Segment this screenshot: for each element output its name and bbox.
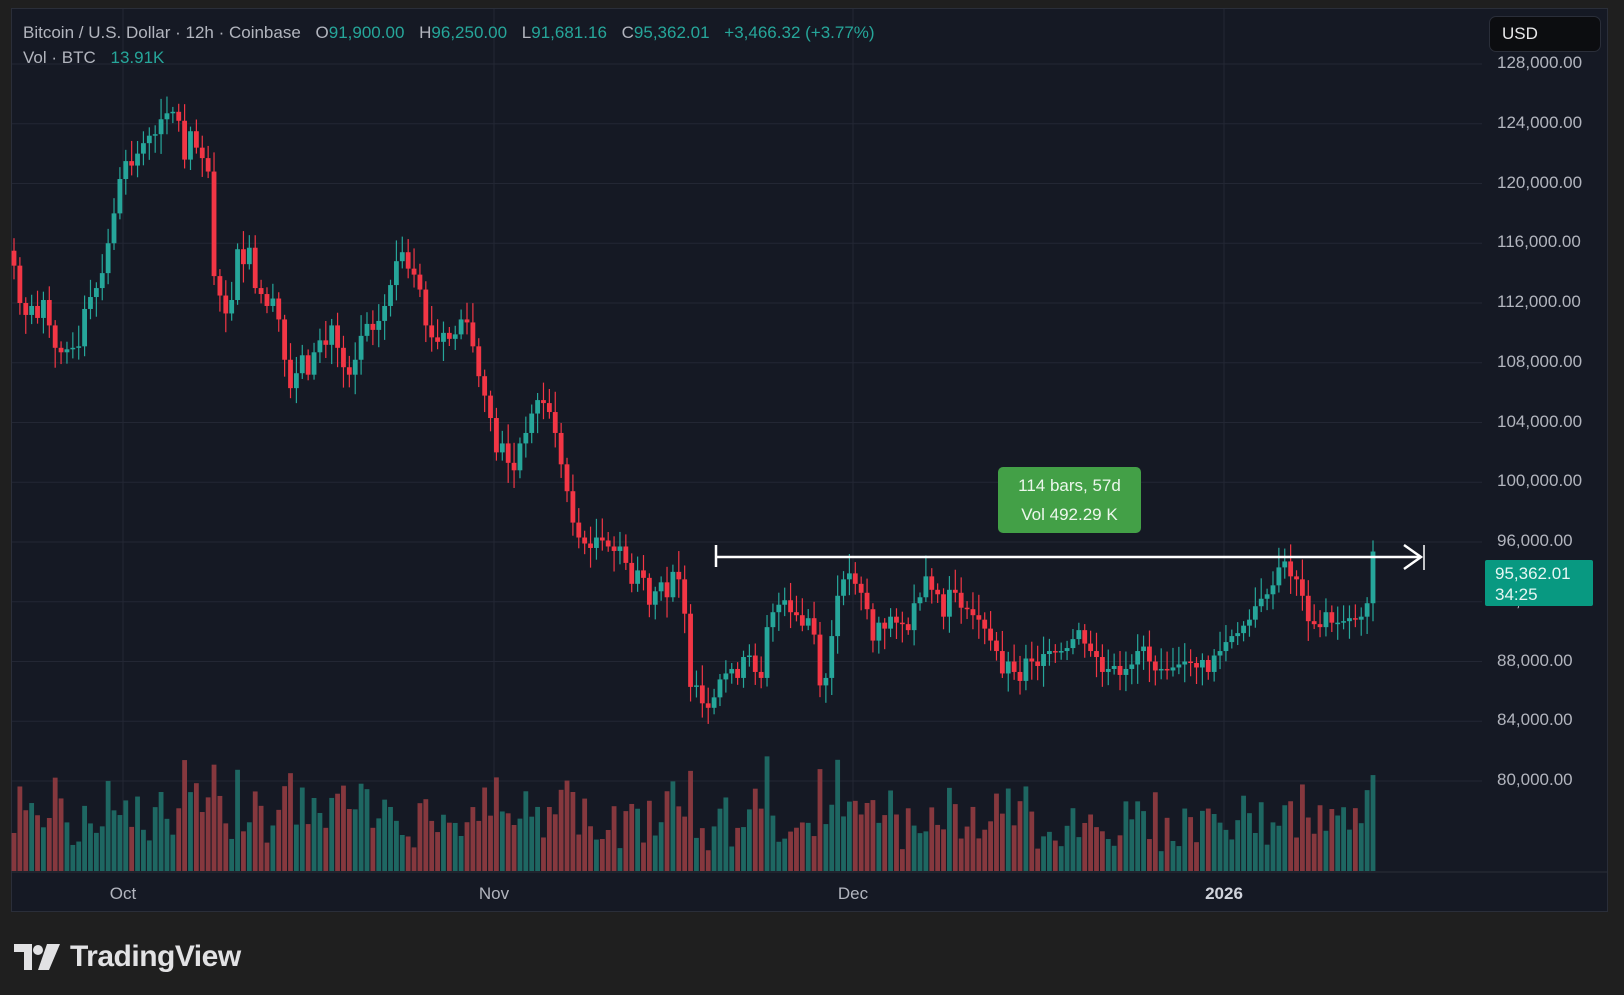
tradingview-logo[interactable]: TradingView xyxy=(14,940,241,974)
high-value: 96,250.00 xyxy=(431,23,508,42)
volume-value: 13.91K xyxy=(110,48,165,67)
price-tick-label: 104,000.00 xyxy=(1497,411,1583,431)
measure-volume: Vol 492.29 K xyxy=(1021,505,1118,524)
time-tick-label: Oct xyxy=(109,884,137,903)
price-tick-label: 112,000.00 xyxy=(1497,292,1581,311)
price-tick-label: 124,000.00 xyxy=(1497,112,1583,132)
time-tick-label: Dec xyxy=(837,884,869,903)
last-price: 95,362.01 xyxy=(1495,564,1571,583)
tradingview-logo-icon xyxy=(14,944,60,970)
change-value: +3,466.32 (+3.77%) xyxy=(724,23,875,42)
price-tick-label: 120,000.00 xyxy=(1497,172,1583,192)
price-tick-label: 80,000.00 xyxy=(1497,770,1573,789)
volume-label[interactable]: Vol · BTC xyxy=(23,48,96,67)
symbol-title[interactable]: Bitcoin / U.S. Dollar · 12h · Coinbase xyxy=(23,23,301,42)
measure-bars: 114 bars, 57d xyxy=(1018,476,1121,495)
time-tick-label: Nov xyxy=(478,884,510,903)
open-value: 91,900.00 xyxy=(328,23,405,42)
volume-row: Vol · BTC 13.91K xyxy=(23,45,875,70)
ohlc-row: Bitcoin / U.S. Dollar · 12h · Coinbase O… xyxy=(23,23,875,42)
bar-countdown: 34:25 xyxy=(1495,585,1538,604)
price-tick-label: 88,000.00 xyxy=(1497,650,1573,670)
price-tick-label: 108,000.00 xyxy=(1497,351,1583,371)
price-tick-label: 128,000.00 xyxy=(1497,53,1583,72)
price-tick-label: 100,000.00 xyxy=(1497,471,1583,491)
price-tick-label: 96,000.00 xyxy=(1497,531,1573,550)
brand-name: TradingView xyxy=(70,940,241,973)
measure-tooltip: 114 bars, 57d Vol 492.29 K xyxy=(998,467,1141,533)
close-value: 95,362.01 xyxy=(633,23,710,42)
last-price-tag: 95,362.01 34:25 xyxy=(1485,560,1593,606)
price-tick-label: 84,000.00 xyxy=(1497,710,1573,730)
low-value: 91,681.16 xyxy=(531,23,607,42)
currency-button[interactable]: USD xyxy=(1489,16,1601,52)
chart-frame xyxy=(11,8,1608,912)
time-tick-label: 2026 xyxy=(1205,884,1243,903)
price-tick-label: 116,000.00 xyxy=(1497,232,1581,252)
symbol-legend: Bitcoin / U.S. Dollar · 12h · Coinbase O… xyxy=(23,20,875,70)
